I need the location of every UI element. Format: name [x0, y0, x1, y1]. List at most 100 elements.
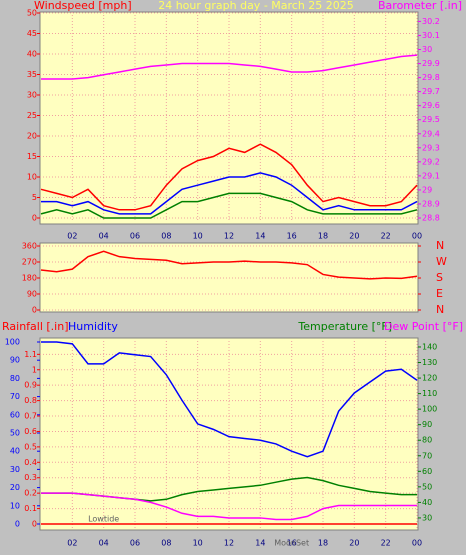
x-tick-label: 10 [193, 539, 203, 548]
y2-tick-label: 120 [422, 374, 437, 383]
y-tick-label: 0.5 [24, 442, 37, 451]
x-tick-label: 14 [255, 232, 265, 241]
y2-tick-label: 28.9 [422, 199, 440, 208]
y-tick-label: 1.1 [24, 350, 37, 359]
y-tick-label: 270 [22, 258, 37, 267]
chart-title: 24 hour graph day - March 25 2025 [158, 0, 354, 12]
y2-tick-label: 130 [422, 358, 437, 367]
y2-tick-label: 100 [422, 405, 437, 414]
y3-tick-label: 10 [10, 501, 20, 510]
x-tick-label: 20 [349, 232, 359, 241]
y2-axis-label: Barometer [.in] [378, 0, 462, 12]
y2-tick-label: 110 [422, 389, 437, 398]
x-tick-label: 00 [412, 232, 422, 241]
series-line [41, 341, 418, 458]
series-line [40, 143, 418, 211]
x-tick-label: 20 [349, 539, 359, 548]
y-tick-label: 20 [27, 132, 37, 141]
x-tick-label: 16 [287, 539, 297, 548]
y2-tick-label: S [436, 271, 443, 284]
y2-tick-label: 29.4 [422, 129, 440, 138]
y2-tick-label: N [436, 239, 444, 252]
x-tick-label: 02 [67, 539, 77, 548]
y-tick-label: 0.4 [24, 458, 37, 467]
y2-tick-label: 90 [422, 420, 432, 429]
annotation: Lowtide [88, 515, 119, 524]
y-tick-label: 5 [32, 193, 37, 202]
y-tick-label: 0 [32, 306, 37, 315]
y3-tick-label: 40 [10, 447, 20, 456]
y3-tick-label: 50 [10, 429, 20, 438]
y2-tick-label: 29 [422, 185, 432, 194]
y2-tick-label: 30 [422, 45, 432, 54]
series-line [41, 492, 417, 521]
x-tick-label: 06 [130, 232, 140, 241]
y2-tick-label: 60 [422, 467, 432, 476]
x-tick-label: 14 [255, 539, 265, 548]
y-tick-label: 0.6 [24, 427, 37, 436]
x-tick-label: 12 [224, 539, 234, 548]
y2-tick-label: 29.7 [422, 87, 440, 96]
y3-tick-label: 70 [10, 392, 20, 401]
y2-tick-label: 140 [422, 342, 437, 351]
series-line [41, 54, 418, 80]
y2-tick-label: 29.1 [422, 171, 440, 180]
series-line [40, 250, 418, 280]
y-tick-label: 30 [27, 91, 37, 100]
series-line [40, 192, 418, 219]
x-tick-label: 16 [287, 232, 297, 241]
y2-tick-label: 80 [422, 436, 432, 445]
x-tick-label: 18 [318, 232, 328, 241]
x-tick-label: 12 [224, 232, 234, 241]
legend-entry: Temperature [°F] [297, 320, 392, 333]
x-tick-label: 22 [381, 232, 391, 241]
y2-tick-label: 29.8 [422, 73, 440, 82]
x-tick-label: 22 [381, 539, 391, 548]
y2-tick-label: 29.6 [422, 101, 440, 110]
x-tick-label: 02 [67, 232, 77, 241]
y-tick-label: 0 [32, 214, 37, 223]
y2-tick-label: 29.3 [422, 143, 440, 152]
y-tick-label: 0.9 [24, 381, 37, 390]
y2-tick-label: N [436, 303, 444, 316]
y3-tick-label: 100 [5, 338, 20, 347]
y2-tick-label: 29.5 [422, 115, 440, 124]
y-tick-label: 0.3 [24, 473, 37, 482]
y-tick-label: 40 [27, 50, 37, 59]
y-tick-label: 0.2 [24, 489, 37, 498]
y3-tick-label: 30 [10, 465, 20, 474]
y2-tick-label: 70 [422, 451, 432, 460]
y2-tick-label: 50 [422, 482, 432, 491]
y-tick-label: 0.7 [24, 412, 37, 421]
y-tick-label: 45 [27, 29, 37, 38]
x-tick-label: 04 [99, 539, 109, 548]
y2-tick-label: 28.8 [422, 214, 440, 223]
y-tick-label: 50 [27, 9, 37, 18]
y-tick-label: 1 [32, 365, 37, 374]
y-tick-label: 0.8 [24, 396, 37, 405]
x-tick-label: 06 [130, 539, 140, 548]
annotation: MoonSet [274, 539, 309, 548]
series-line [41, 172, 418, 215]
y-tick-label: 180 [22, 274, 37, 283]
y3-tick-label: 80 [10, 374, 20, 383]
y2-tick-label: W [436, 255, 447, 268]
y2-tick-label: 40 [422, 498, 432, 507]
x-tick-label: 04 [99, 232, 109, 241]
y2-tick-label: 29.2 [422, 157, 440, 166]
x-tick-label: 00 [412, 539, 422, 548]
x-tick-label: 10 [193, 232, 203, 241]
y-tick-label: 35 [27, 70, 37, 79]
y3-tick-label: 0 [15, 520, 20, 529]
x-tick-label: 08 [161, 232, 171, 241]
y-tick-label: 0 [32, 520, 37, 529]
y-axis-label: Windspeed [mph] [34, 0, 132, 12]
y2-tick-label: 30.2 [422, 17, 440, 26]
x-tick-label: 18 [318, 539, 328, 548]
y-tick-label: 15 [27, 152, 37, 161]
legend-entry: Humidity [68, 320, 118, 333]
y2-tick-label: 30.1 [422, 31, 440, 40]
legend-entry: Rainfall [.in] [2, 320, 69, 333]
y2-tick-label: 29.9 [422, 59, 440, 68]
